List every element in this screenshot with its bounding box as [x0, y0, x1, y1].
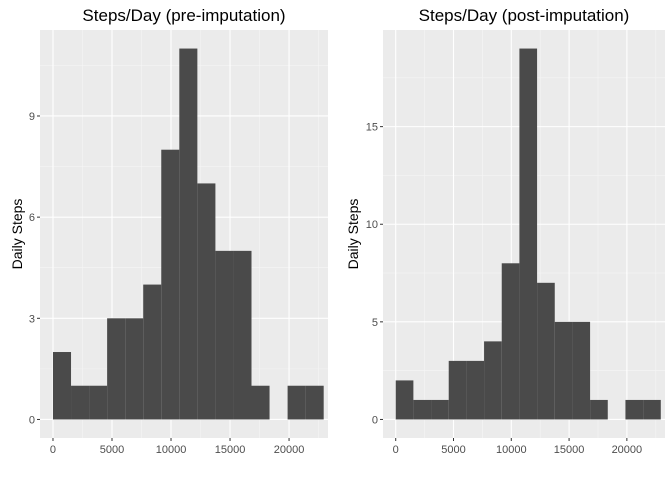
histogram-bar — [125, 318, 144, 420]
histogram-bar — [89, 385, 108, 420]
y-tick-label: 9 — [29, 111, 35, 123]
x-tick-label: 15000 — [554, 444, 585, 456]
histogram-bar — [501, 263, 520, 420]
chart-title-right: Steps/Day (post-imputation) — [419, 6, 630, 25]
chart-left: 0 5000 10000 15000 20000 0 3 6 9 Steps/Day (pre… — [9, 6, 328, 456]
histogram-bar — [233, 250, 252, 420]
histogram-bar — [537, 282, 555, 420]
histogram-bar — [52, 352, 72, 420]
x-tick-label: 0 — [50, 444, 56, 456]
histogram-bar — [179, 48, 198, 420]
bars-right — [395, 48, 661, 420]
histogram-bar — [625, 399, 644, 420]
x-axis-right: 0 5000 10000 15000 20000 — [393, 438, 643, 456]
histogram-bar — [71, 385, 90, 420]
y-tick-label: 6 — [29, 212, 35, 224]
x-tick-label: 20000 — [612, 444, 643, 456]
histogram-bar — [287, 385, 306, 420]
x-tick-label: 5000 — [100, 444, 124, 456]
y-tick-label: 10 — [366, 219, 378, 231]
histogram-bar — [572, 321, 591, 420]
histogram-bar — [395, 380, 414, 420]
histogram-bar — [643, 399, 661, 420]
histogram-bar — [251, 385, 270, 420]
histogram-bar — [161, 149, 180, 420]
x-tick-label: 15000 — [215, 444, 246, 456]
x-axis-left: 0 5000 10000 15000 20000 — [50, 438, 304, 456]
histogram-bar — [107, 318, 126, 420]
y-axis-label-right: Daily Steps — [345, 199, 361, 270]
y-tick-label: 5 — [372, 317, 378, 329]
x-tick-label: 10000 — [156, 444, 187, 456]
histogram-bar — [431, 399, 449, 420]
histogram-bar — [413, 399, 432, 420]
chart-title-left: Steps/Day (pre-imputation) — [82, 6, 285, 25]
histogram-bar — [143, 284, 162, 420]
y-axis-label-left: Daily Steps — [9, 199, 25, 270]
histogram-bar — [519, 48, 538, 420]
histogram-bar — [305, 385, 324, 420]
bars-left — [52, 48, 324, 420]
histogram-bar — [484, 341, 502, 420]
x-tick-label: 10000 — [496, 444, 527, 456]
y-axis-right: 0 5 10 15 — [366, 122, 383, 426]
y-tick-label: 0 — [29, 414, 35, 426]
histogram-bar — [197, 183, 216, 420]
y-axis-left: 0 3 6 9 — [29, 111, 40, 426]
y-tick-label: 0 — [372, 414, 378, 426]
histogram-bar — [466, 360, 485, 420]
x-tick-label: 20000 — [274, 444, 305, 456]
histogram-bar — [448, 360, 467, 420]
y-tick-label: 3 — [29, 313, 35, 325]
chart-right: 0 5000 10000 15000 20000 0 5 10 15 Steps/Day (p… — [345, 6, 665, 456]
x-tick-label: 5000 — [441, 444, 465, 456]
y-tick-label: 15 — [366, 122, 378, 134]
histogram-bar — [590, 399, 608, 420]
histogram-bar — [215, 250, 234, 420]
histogram-bar — [554, 321, 573, 420]
x-tick-label: 0 — [393, 444, 399, 456]
